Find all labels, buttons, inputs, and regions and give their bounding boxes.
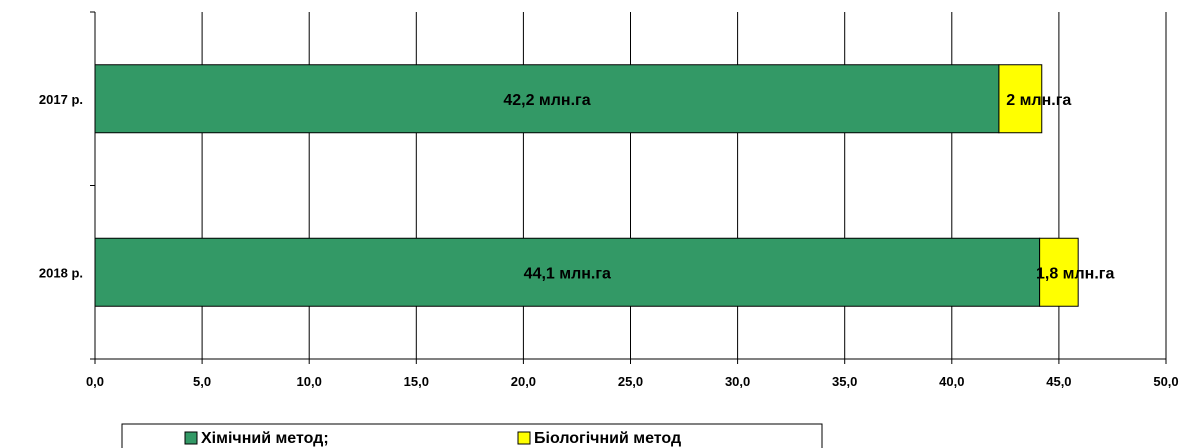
x-tick-label: 15,0	[404, 374, 429, 389]
bar-biological	[998, 64, 1043, 134]
grid	[201, 12, 1167, 359]
data-label: 42,2 млн.га	[503, 92, 590, 109]
legend-label: Біологічний метод	[534, 430, 681, 447]
data-label: 2 млн.га	[1006, 92, 1071, 109]
legend: Хімічний метод; Біологічний метод	[121, 423, 823, 448]
legend-swatch	[184, 431, 198, 445]
bar-biological	[1039, 237, 1079, 307]
x-tick-label: 45,0	[1046, 374, 1071, 389]
x-tick-label: 5,0	[193, 374, 211, 389]
data-label: 1,8 млн.га	[1036, 265, 1114, 282]
category-label: 2018 р.	[39, 265, 83, 280]
x-tick-label: 35,0	[832, 374, 857, 389]
legend-label: Хімічний метод;	[201, 430, 329, 447]
x-tick-label: 40,0	[939, 374, 964, 389]
axes: 0,0 5,0 10,0 15,0 20,0 25,0 30,0 35,0 40,0 45,0 50…	[86, 11, 1179, 389]
x-tick-label: 50,0	[1153, 374, 1178, 389]
bars	[94, 64, 1079, 307]
x-tick-label: 30,0	[725, 374, 750, 389]
x-tick-label: 20,0	[511, 374, 536, 389]
x-tick-label: 25,0	[618, 374, 643, 389]
category-label: 2017 р.	[39, 92, 83, 107]
data-label: 44,1 млн.га	[524, 265, 611, 282]
labels: 42,2 млн.га 2 млн.га 2017 р. 44,1 млн.га 1,8…	[39, 92, 1115, 283]
legend-box	[121, 423, 823, 448]
x-tick-label: 10,0	[297, 374, 322, 389]
bar-chemical	[94, 64, 1000, 134]
legend-swatch	[517, 431, 531, 445]
x-tick-label: 0,0	[86, 374, 104, 389]
